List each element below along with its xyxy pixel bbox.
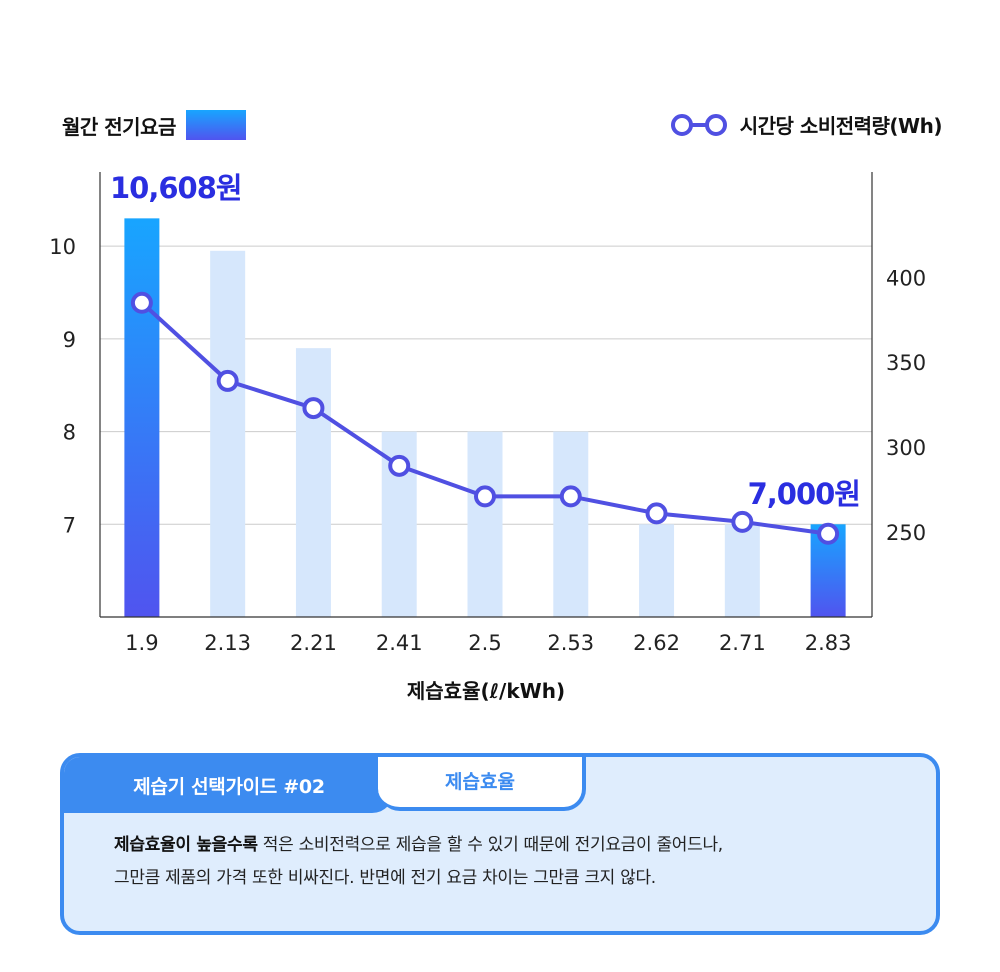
y-left-tick-label: 10 [49, 235, 76, 259]
guide-description: 제습효율이 높을수록 적은 소비전력으로 제습을 할 수 있기 때문에 전기요금… [114, 829, 906, 895]
annotation-0: 10,608원 [110, 171, 242, 205]
combo-chart: 7 8 9 10 250 300 350 400 1.9 2.13 2.21 2.41 2.5 2.53 2… [49, 171, 926, 703]
y-left-tick-label: 7 [63, 513, 76, 537]
y-right-tick-label: 350 [886, 351, 926, 375]
bar-2.53 [553, 431, 589, 617]
y-right-tick-label: 400 [886, 266, 926, 290]
y-left-tick-label: 9 [63, 328, 76, 352]
x-tick-label: 2.83 [805, 631, 852, 655]
x-tick-label: 2.62 [633, 631, 680, 655]
guide-bold-text: 제습효율이 높을수록 [114, 835, 258, 855]
x-tick-label: 2.71 [719, 631, 766, 655]
bar-1.9 [124, 218, 160, 617]
guide-line-1-text: 적은 소비전력으로 제습을 할 수 있기 때문에 전기요금이 줄어드나, [257, 835, 723, 855]
x-tick-label: 2.53 [547, 631, 594, 655]
bar-legend-swatch [185, 110, 246, 140]
power-point-1.9 [130, 291, 153, 314]
guide-line-2: 그만큼 제품의 가격 또한 비싸진다. 반면에 전기 요금 차이는 그만큼 크지… [114, 868, 656, 888]
annotation-1: 7,000원 [748, 477, 860, 511]
tab-dehumidify-efficiency[interactable]: 제습효율 [378, 757, 586, 811]
x-tick-label: 2.21 [290, 631, 337, 655]
power-point-2.13 [216, 369, 239, 392]
line-legend: 시간당 소비전력량(Wh) [670, 110, 943, 139]
bar-2.13 [210, 250, 246, 618]
power-point-2.53 [559, 485, 582, 508]
y-right-tick-label: 300 [886, 436, 926, 460]
bar-2.71 [724, 524, 760, 617]
bar-legend: 월간 전기요금 [62, 110, 246, 140]
power-point-2.21 [302, 397, 325, 420]
power-point-2.83 [817, 522, 840, 545]
line-legend-label: 시간당 소비전력량(Wh) [739, 114, 943, 138]
x-tick-label: 2.41 [376, 631, 423, 655]
guide-box: 제습기 선택가이드 #02 제습효율 제습효율이 높을수록 적은 소비전력으로 … [60, 753, 940, 935]
power-point-2.41 [388, 454, 411, 477]
bar-legend-label: 월간 전기요금 [62, 114, 176, 139]
bar-2.62 [639, 524, 675, 617]
x-axis-title: 제습효율(ℓ/kWh) [407, 679, 565, 703]
y-left-tick-label: 8 [63, 421, 76, 445]
y-right-tick-label: 250 [886, 521, 926, 545]
power-point-2.5 [474, 485, 496, 508]
x-tick-label: 2.5 [468, 631, 501, 655]
bar-2.5 [467, 431, 503, 617]
guide-line-1: 제습효율이 높을수록 적은 소비전력으로 제습을 할 수 있기 때문에 전기요금… [114, 829, 906, 862]
x-tick-label: 1.9 [125, 631, 158, 655]
power-point-2.62 [645, 502, 668, 525]
power-point-2.71 [731, 510, 754, 533]
tab-guide[interactable]: 제습기 선택가이드 #02 [64, 757, 394, 813]
bar-2.21 [295, 348, 331, 617]
line-legend-icon [670, 113, 727, 136]
x-tick-label: 2.13 [204, 631, 251, 655]
